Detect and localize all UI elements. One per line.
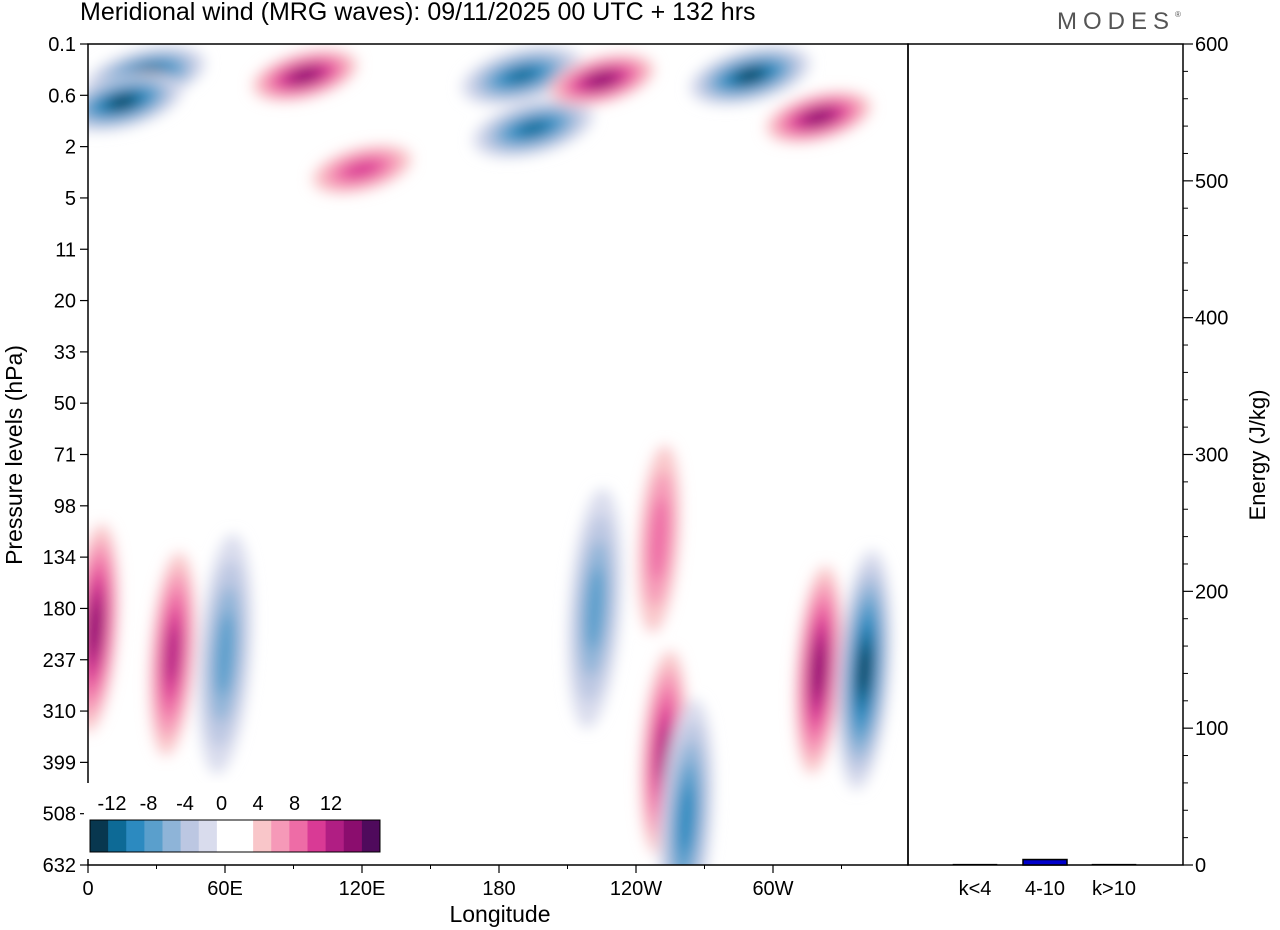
contour-trop-pos-3 bbox=[649, 497, 669, 581]
colorbar-cell bbox=[289, 820, 308, 852]
longitude-tick-label: 0 bbox=[82, 878, 93, 900]
longitude-tick-label: 180 bbox=[482, 878, 515, 900]
contour-trop-pos-5 bbox=[812, 644, 825, 696]
colorbar-frame bbox=[89, 819, 381, 853]
pressure-tick-label: 310 bbox=[43, 701, 76, 723]
energy-tick-label: 100 bbox=[1195, 718, 1228, 740]
contour-strat-neg-5 bbox=[737, 69, 763, 82]
colorbar-cell bbox=[253, 820, 272, 852]
contour-trop-neg-1 bbox=[215, 612, 235, 696]
colorbar-cell bbox=[108, 820, 127, 852]
contour-field bbox=[88, 46, 892, 865]
colorbar-cell bbox=[325, 820, 345, 852]
longitude-tick-label: 60W bbox=[752, 878, 793, 900]
energy-bar bbox=[1091, 863, 1137, 866]
energy-tick-label: 400 bbox=[1195, 308, 1228, 330]
contour-strat-neg-2 bbox=[109, 95, 135, 109]
energy-bar bbox=[1022, 858, 1068, 866]
energy-category-label: k>10 bbox=[1092, 878, 1136, 900]
pressure-tick-label: 5 bbox=[65, 188, 76, 210]
colorbar-cell bbox=[361, 820, 381, 852]
energy-tick-label: 600 bbox=[1195, 34, 1228, 56]
energy-bar bbox=[952, 863, 998, 866]
energy-panel: 0 100 200 300 400 500 600 k<4 4-10 k>10 bbox=[907, 34, 1228, 900]
colorbar-cell bbox=[180, 820, 200, 852]
energy-category-label: k<4 bbox=[959, 878, 992, 900]
pressure-axis: 0.1 0.6 2 5 11 20 33 50 71 98 134 180 237 310 399 508 63… bbox=[43, 34, 88, 877]
colorbar: -12 -8 -4 0 4 8 12 bbox=[84, 783, 386, 859]
pressure-tick-label: 98 bbox=[54, 496, 76, 518]
pressure-tick-label: 2 bbox=[65, 137, 76, 159]
contour-strat-neg-3 bbox=[507, 68, 537, 83]
contour-strat-pos-2 bbox=[344, 160, 380, 178]
pressure-tick-label: 0.6 bbox=[48, 85, 76, 107]
pressure-tick-label: 134 bbox=[43, 547, 76, 569]
longitude-tick-label: 120W bbox=[610, 878, 662, 900]
colorbar-cell bbox=[198, 820, 218, 852]
wavenumber-categories: k<4 4-10 k>10 bbox=[959, 878, 1136, 900]
contour-strat-neg-4 bbox=[518, 121, 548, 136]
pressure-tick-label: 71 bbox=[54, 445, 76, 467]
contour-strat-pos-3 bbox=[589, 73, 615, 87]
contour-strat-pos-1 bbox=[292, 69, 318, 82]
pressure-tick-label: 33 bbox=[54, 342, 76, 364]
colorbar-cell bbox=[343, 820, 363, 852]
colorbar-label: 12 bbox=[320, 793, 342, 815]
colorbar-cell bbox=[126, 820, 145, 852]
brand-text: MODES bbox=[1057, 8, 1176, 35]
colorbar-label: -12 bbox=[98, 793, 127, 815]
longitude-axis: 0 60E 120E 180 120W 60W bbox=[82, 865, 842, 900]
contour-trop-neg-3 bbox=[678, 784, 695, 854]
pressure-tick-label: 632 bbox=[43, 855, 76, 877]
energy-axis-label: Energy (J/kg) bbox=[1245, 390, 1270, 521]
colorbar-cell bbox=[216, 820, 236, 852]
pressure-tick-label: 20 bbox=[54, 291, 76, 313]
energy-tick-label: 500 bbox=[1195, 171, 1228, 193]
colorbar-cell bbox=[162, 820, 182, 852]
colorbar-cell bbox=[307, 820, 327, 852]
pressure-tick-label: 11 bbox=[55, 239, 76, 261]
pressure-tick-label: 237 bbox=[43, 650, 76, 672]
colorbar-label: -4 bbox=[176, 793, 194, 815]
contour-trop-neg-2 bbox=[585, 566, 605, 651]
energy-frame bbox=[907, 43, 1184, 866]
chart-title: Meridional wind (MRG waves): 09/11/2025 … bbox=[80, 0, 756, 26]
contour-trop-pos-2 bbox=[165, 625, 180, 684]
pressure-tick-label: 399 bbox=[43, 752, 76, 774]
pressure-tick-label: 508 bbox=[43, 804, 76, 826]
colorbar-cell bbox=[144, 820, 163, 852]
colorbar-cell bbox=[235, 820, 254, 852]
energy-category-label: 4-10 bbox=[1025, 878, 1065, 900]
colorbar-cell bbox=[90, 820, 109, 852]
colorbar-label: -8 bbox=[140, 793, 158, 815]
energy-tick-label: 0 bbox=[1195, 855, 1206, 877]
colorbar-cell bbox=[271, 820, 290, 852]
pressure-tick-label: 50 bbox=[54, 393, 76, 415]
pressure-tick-label: 0.1 bbox=[48, 34, 76, 56]
energy-tick-label: 200 bbox=[1195, 581, 1228, 603]
colorbar-label: 8 bbox=[289, 793, 300, 815]
colorbar-label: 4 bbox=[252, 793, 263, 815]
contour-strat-pos-4 bbox=[805, 110, 832, 124]
x-axis-label: Longitude bbox=[449, 901, 550, 927]
pressure-tick-label: 180 bbox=[43, 598, 76, 620]
y-axis-label: Pressure levels (hPa) bbox=[1, 345, 27, 565]
longitude-tick-label: 60E bbox=[207, 878, 243, 900]
colorbar-label: 0 bbox=[216, 793, 227, 815]
energy-tick-label: 300 bbox=[1195, 445, 1228, 467]
contour-panel bbox=[87, 43, 909, 866]
modes-logo: MODES® bbox=[1057, 8, 1181, 36]
longitude-tick-label: 120E bbox=[339, 878, 386, 900]
contour-trop-pos-1 bbox=[89, 602, 101, 654]
registered-mark: ® bbox=[1175, 10, 1181, 19]
contour-trop-neg-4 bbox=[858, 644, 871, 696]
energy-axis: 0 100 200 300 400 500 600 bbox=[1183, 34, 1228, 877]
